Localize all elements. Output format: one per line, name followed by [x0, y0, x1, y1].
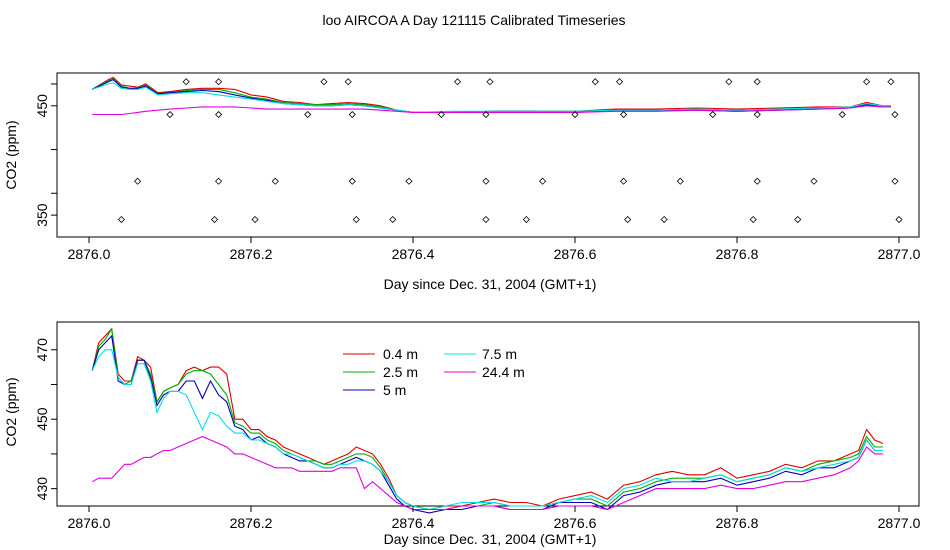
bottom-y-axis: 430 450 470: [34, 338, 57, 500]
bottom-x-tick-label: 2876.8: [716, 515, 759, 531]
top-y-tick-label: 450: [34, 94, 50, 118]
top-flag-marker: [486, 78, 494, 86]
top-series-line-3: [92, 82, 891, 113]
top-plot-frame: [56, 72, 920, 238]
top-flag-marker: [615, 78, 624, 86]
top-flag-marker: [320, 78, 328, 86]
top-flag-marker: [620, 177, 628, 185]
top-flag-marker: [887, 78, 895, 86]
top-flag-marker: [863, 78, 871, 86]
top-flag-marker: [215, 78, 223, 86]
bottom-x-axis-label: Day since Dec. 31, 2004 (GMT+1): [384, 531, 597, 547]
top-flag-marker: [794, 215, 802, 224]
legend-label-0-4m: 0.4 m: [383, 346, 418, 362]
top-flag-marker: [453, 78, 462, 86]
top-flag-marker: [753, 78, 761, 86]
bottom-x-tick-label: 2876.2: [230, 515, 273, 531]
top-flag-layer: [117, 78, 903, 224]
top-y-axis-label: CO2 (ppm): [3, 120, 19, 189]
top-flag-marker: [348, 110, 356, 119]
top-flag-marker: [660, 215, 668, 224]
top-flag-marker: [304, 110, 312, 119]
top-flag-marker: [895, 215, 903, 224]
top-flag-marker: [348, 177, 356, 185]
top-x-axis-label: Day since Dec. 31, 2004 (GMT+1): [384, 276, 597, 292]
top-flag-marker: [522, 215, 530, 224]
top-flag-marker: [134, 177, 142, 185]
top-flag-marker: [405, 177, 413, 185]
bottom-series-line-24-4-m: [91, 436, 883, 511]
top-x-tick-label: 2876.4: [392, 246, 435, 262]
top-flag-marker: [891, 177, 899, 185]
top-flag-marker: [352, 215, 360, 224]
top-flag-marker: [571, 110, 579, 119]
figure-title: loo AIRCOA A Day 121115 Calibrated Times…: [323, 12, 626, 28]
top-x-tick-label: 2876.6: [554, 246, 597, 262]
legend-label-5m: 5 m: [383, 382, 406, 398]
top-flag-marker: [251, 215, 259, 224]
top-x-axis: 2876.0 2876.2 2876.4 2876.6 2876.8 2877.0: [68, 237, 921, 262]
top-flag-marker: [539, 177, 547, 185]
bottom-panel: 2876.0 2876.2 2876.4 2876.6 2876.8 2877.0 430…: [3, 321, 921, 547]
legend-label-2-5m: 2.5 m: [383, 364, 418, 380]
bottom-y-axis-label: CO2 (ppm): [3, 377, 19, 446]
bottom-series-layer: [91, 327, 884, 514]
top-flag-marker: [810, 177, 818, 185]
bottom-x-axis: 2876.0 2876.2 2876.4 2876.6 2876.8 2877.0: [68, 506, 921, 531]
top-flag-marker: [166, 110, 174, 119]
top-flag-marker: [709, 110, 717, 119]
legend-label-7-5m: 7.5 m: [482, 346, 517, 362]
top-flag-marker: [482, 215, 490, 224]
top-x-tick-label: 2876.2: [230, 246, 273, 262]
bottom-x-tick-label: 2876.6: [554, 515, 597, 531]
top-series-line-0: [91, 76, 891, 113]
top-flag-marker: [437, 110, 445, 119]
top-flag-marker: [624, 215, 632, 224]
top-flag-marker: [620, 110, 628, 119]
top-series-line-2: [91, 78, 891, 113]
top-flag-marker: [725, 78, 733, 86]
top-flag-marker: [482, 177, 490, 185]
bottom-y-tick-label: 470: [34, 338, 50, 362]
top-y-tick-label: 350: [34, 203, 50, 227]
top-flag-marker: [271, 177, 279, 185]
top-x-tick-label: 2876.8: [716, 246, 759, 262]
bottom-x-tick-label: 2877.0: [878, 515, 921, 531]
top-series-layer: [91, 76, 891, 116]
top-flag-marker: [210, 215, 219, 224]
bottom-y-tick-label: 450: [34, 407, 50, 431]
top-x-tick-label: 2876.0: [68, 246, 111, 262]
top-x-tick-label: 2877.0: [878, 246, 921, 262]
top-flag-marker: [753, 110, 761, 119]
legend: 0.4 m 2.5 m 5 m 7.5 m 24.4 m: [343, 346, 525, 398]
top-flag-marker: [389, 215, 397, 224]
top-flag-marker: [215, 110, 223, 119]
top-flag-marker: [891, 110, 899, 119]
top-flag-marker: [838, 110, 846, 119]
top-flag-marker: [749, 215, 757, 224]
bottom-x-tick-label: 2876.4: [392, 515, 435, 531]
bottom-series-line-7-5-m: [91, 349, 883, 511]
legend-label-24-4m: 24.4 m: [482, 364, 525, 380]
top-flag-marker: [753, 177, 761, 185]
top-y-axis: 350 450: [34, 83, 57, 227]
bottom-y-tick-label: 430: [34, 477, 50, 501]
top-flag-marker: [117, 215, 125, 224]
top-flag-marker: [591, 78, 599, 86]
top-panel: 2876.0 2876.2 2876.4 2876.6 2876.8 2877.0 350…: [3, 72, 921, 292]
bottom-x-tick-label: 2876.0: [68, 515, 111, 531]
top-flag-marker: [182, 78, 190, 86]
top-flag-marker: [676, 177, 684, 185]
top-flag-marker: [215, 177, 223, 185]
top-flag-marker: [482, 110, 490, 119]
top-flag-marker: [344, 78, 352, 86]
top-series-line-4: [92, 105, 891, 116]
